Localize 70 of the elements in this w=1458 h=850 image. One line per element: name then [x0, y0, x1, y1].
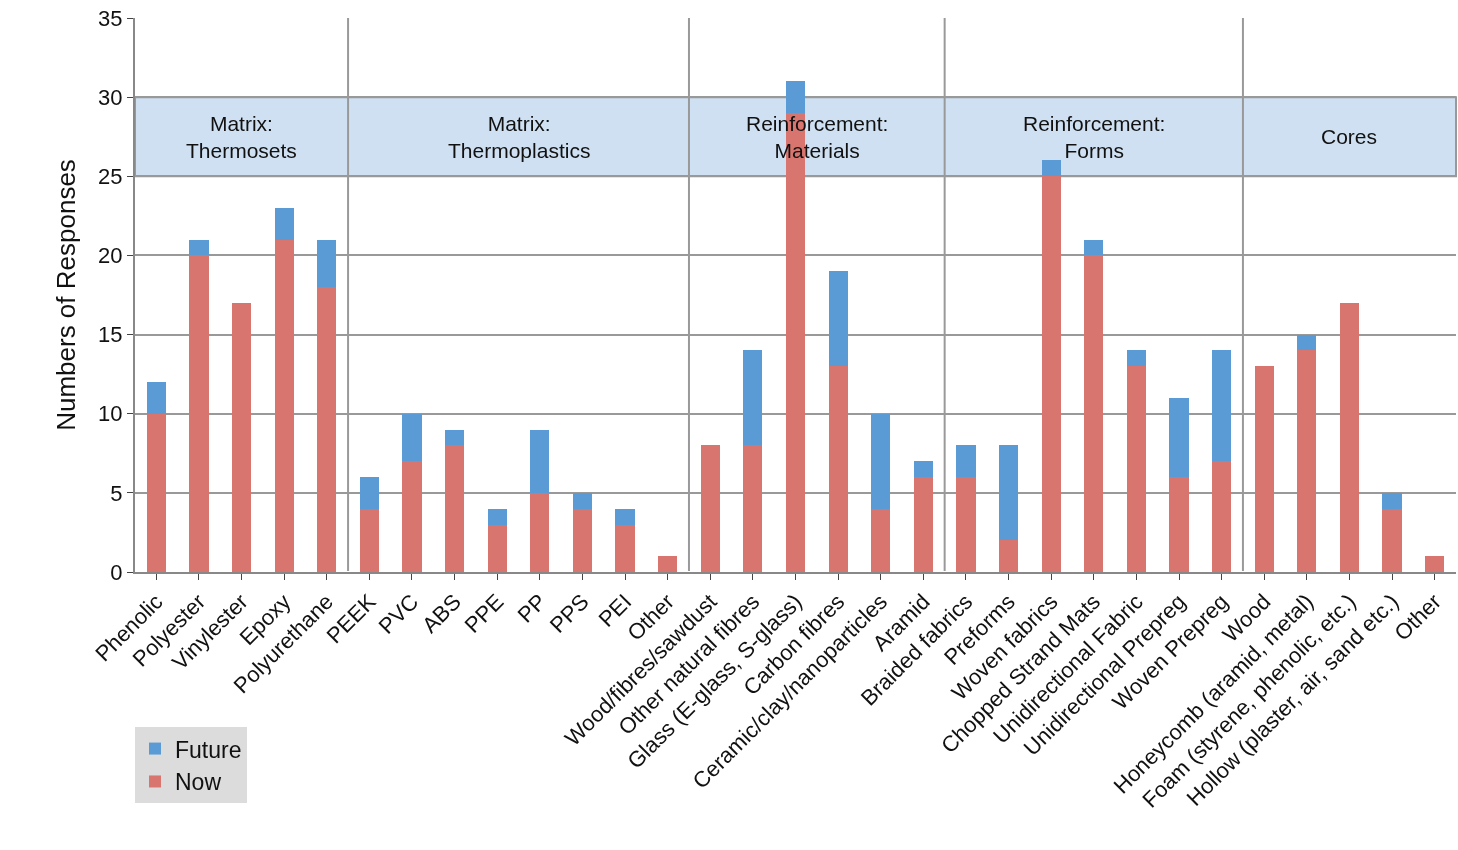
bar [189, 255, 209, 572]
bar [1126, 350, 1146, 367]
bar [445, 445, 465, 572]
bar [274, 239, 294, 572]
bar [1382, 492, 1402, 509]
bar [1169, 477, 1189, 572]
bar [1084, 255, 1104, 572]
bar [743, 350, 763, 446]
bar [1041, 176, 1061, 572]
annotation: Reinforcement: Forms [1023, 112, 1166, 163]
bar [998, 540, 1019, 572]
bar [658, 556, 678, 572]
y-tick-label: 5 [110, 480, 123, 506]
bar [231, 302, 252, 572]
bar [998, 445, 1019, 541]
bar [274, 207, 294, 240]
y-tick-label: 35 [98, 5, 123, 31]
bar [913, 477, 933, 572]
bar [785, 81, 806, 113]
y-tick-label: 25 [98, 163, 123, 189]
annotation: Matrix: Thermosets [186, 112, 297, 163]
bar [317, 287, 337, 572]
bar [189, 239, 209, 256]
bar [487, 508, 507, 525]
bar [1425, 556, 1445, 572]
bar [1212, 350, 1232, 462]
bar [700, 445, 720, 572]
bar [1297, 334, 1317, 351]
annotation: Matrix: Thermoplastics [448, 112, 591, 163]
bar [402, 461, 422, 572]
bar [956, 477, 976, 572]
bar [359, 508, 379, 572]
annotation: Cores [1321, 125, 1378, 148]
bar [1169, 397, 1189, 478]
bar [572, 492, 593, 509]
bar [530, 492, 550, 572]
y-tick-label: 10 [98, 401, 123, 427]
y-tick-label: 30 [98, 84, 123, 110]
bar [615, 524, 635, 572]
bar [1084, 239, 1104, 256]
bar [146, 382, 166, 414]
bar [1126, 366, 1146, 572]
y-tick-label: 15 [98, 322, 123, 348]
bar [146, 413, 166, 572]
bar [1212, 461, 1232, 572]
bar [828, 271, 848, 367]
bar [1254, 366, 1274, 572]
legend-label: Future [175, 736, 242, 763]
bar [572, 508, 593, 572]
bar [317, 239, 337, 288]
y-tick-label: 0 [110, 559, 123, 585]
bar [402, 413, 422, 462]
bar [530, 429, 550, 493]
bar [828, 366, 848, 572]
bar [871, 508, 891, 572]
bar [913, 461, 933, 478]
bar [1339, 302, 1360, 572]
bar [956, 445, 976, 478]
bar [359, 477, 379, 509]
y-tick-label: 20 [98, 243, 123, 269]
y-axis-title: Numbers of Responses [51, 159, 82, 431]
bar [487, 524, 507, 572]
bar [743, 445, 763, 572]
legend-label: Now [175, 769, 222, 796]
bar [615, 508, 635, 525]
bar [1297, 350, 1317, 572]
bar [445, 429, 465, 446]
bar [1041, 160, 1061, 177]
bar [1382, 508, 1402, 572]
bar [871, 413, 891, 509]
